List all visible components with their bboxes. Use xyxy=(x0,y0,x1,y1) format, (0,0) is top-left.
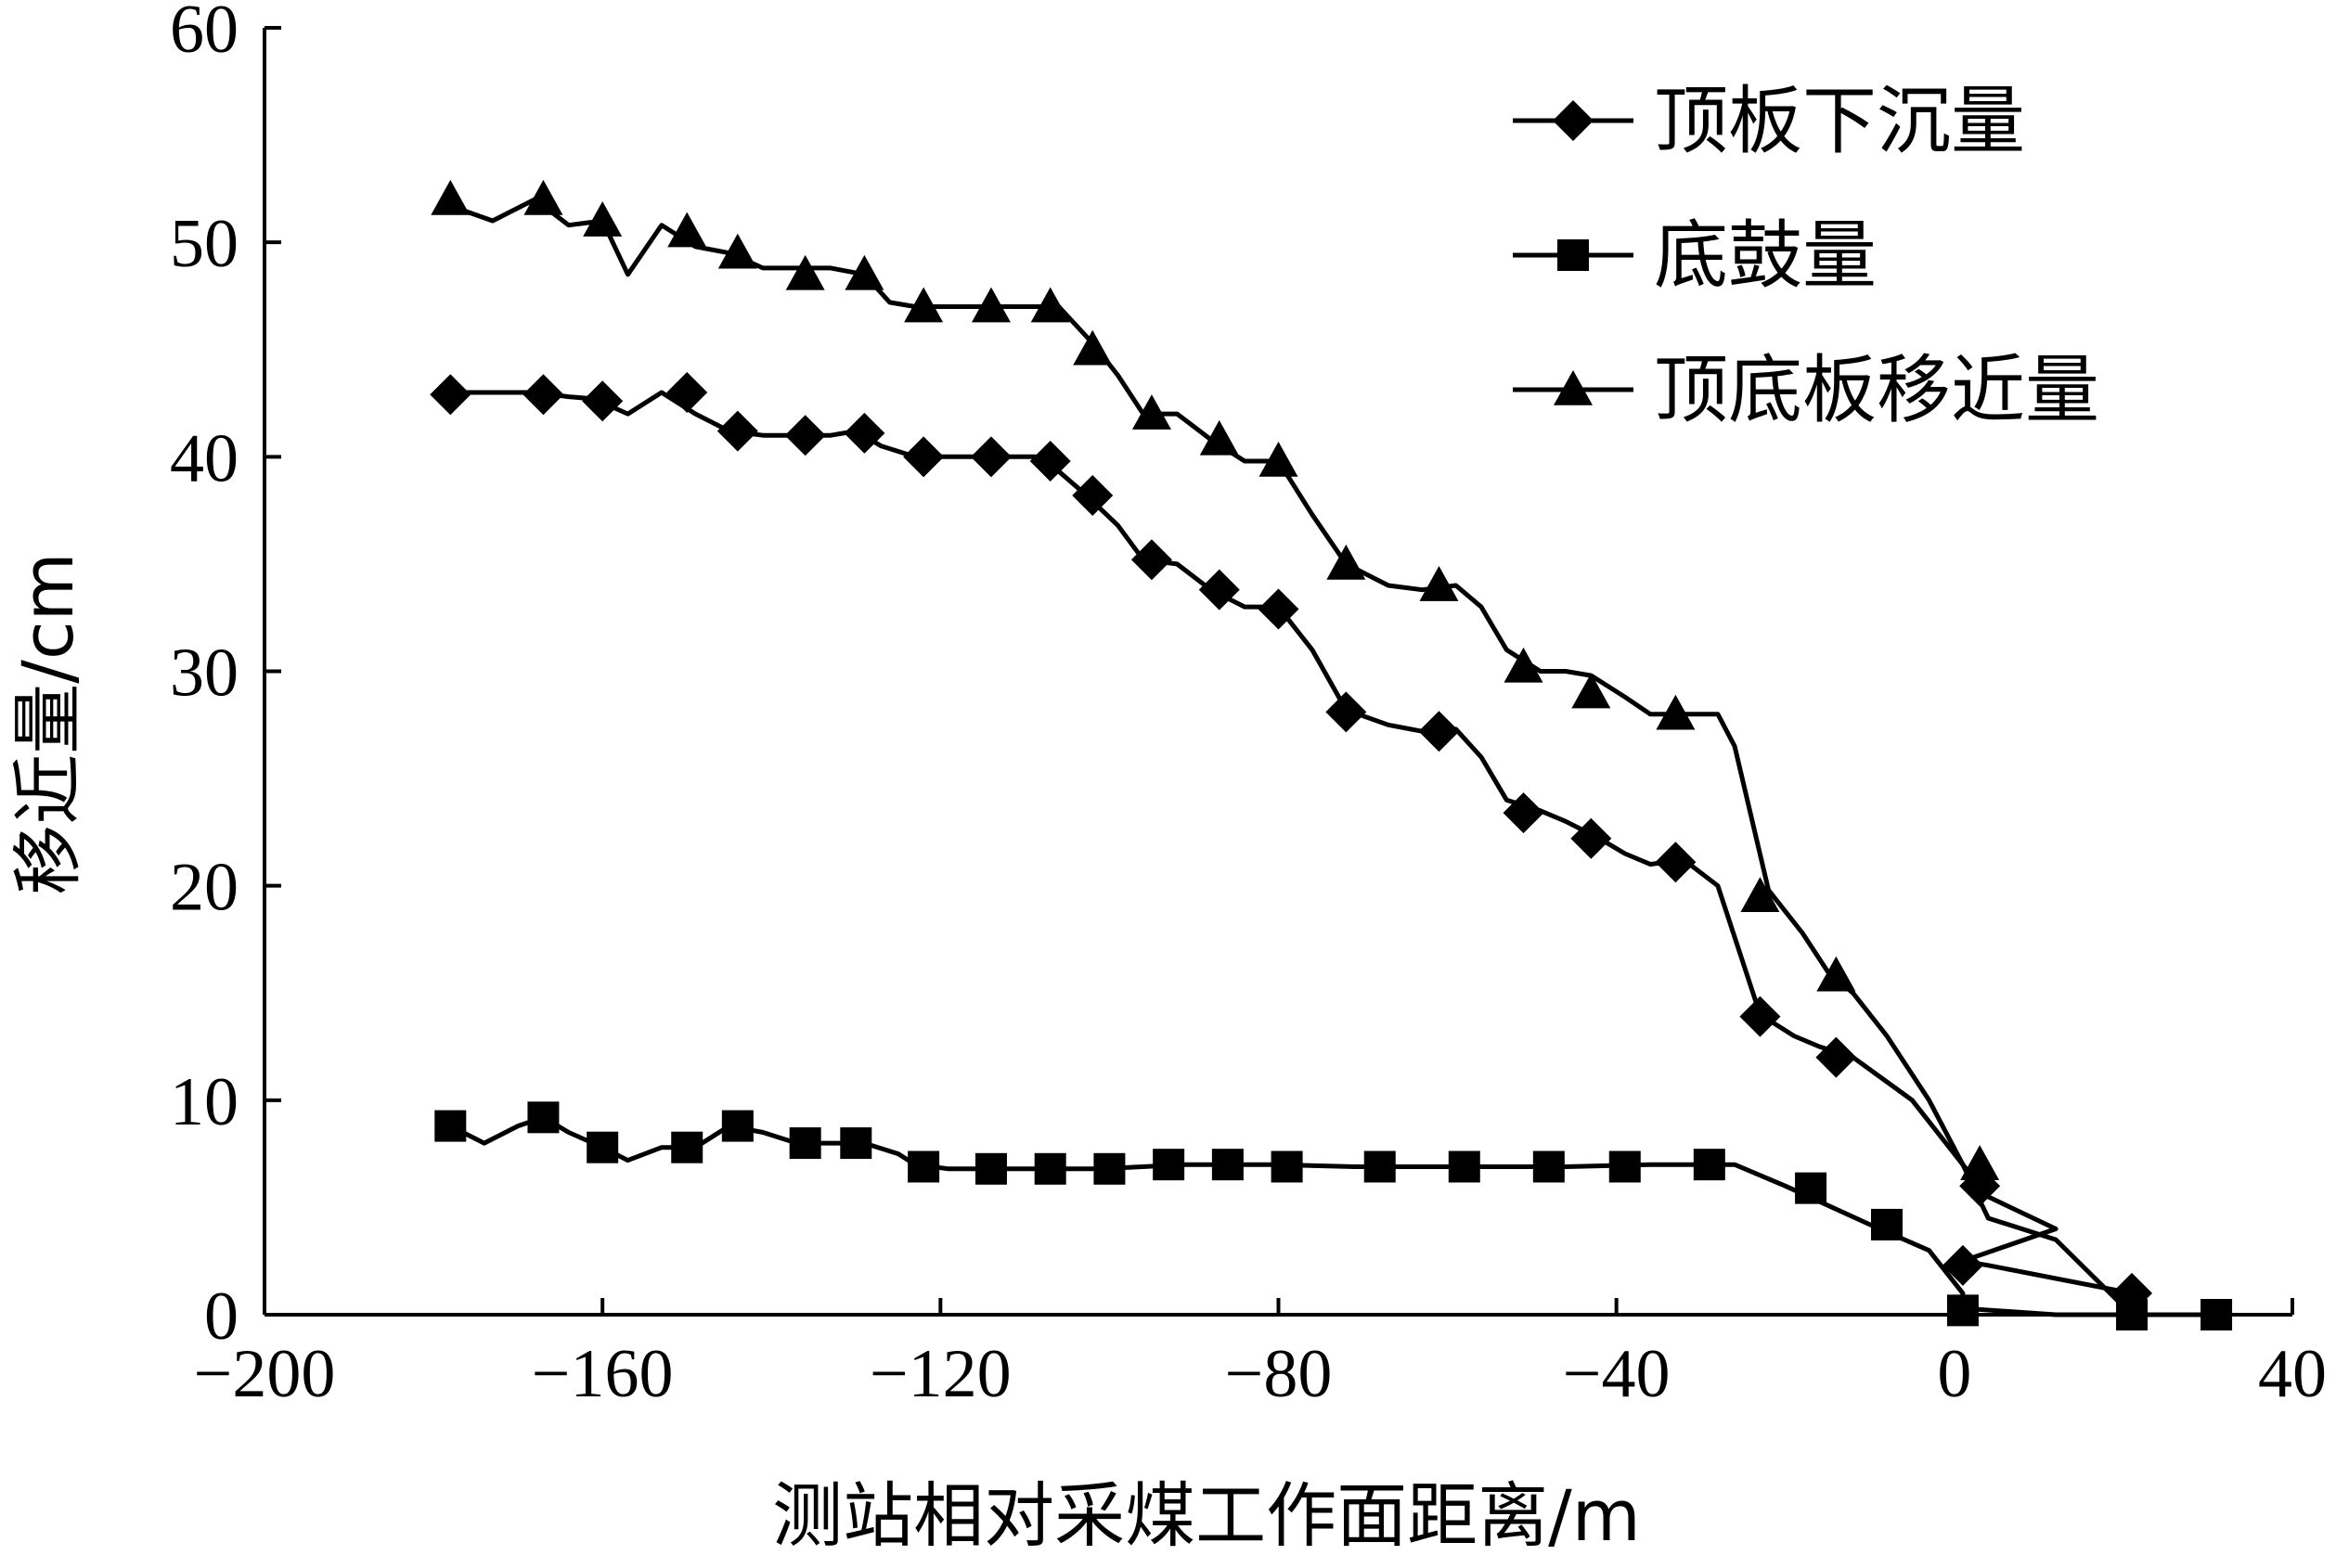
data-point xyxy=(671,1131,703,1163)
data-point xyxy=(434,1110,467,1142)
data-point xyxy=(1130,539,1172,581)
legend-marker xyxy=(1553,100,1594,141)
data-point xyxy=(666,371,708,413)
x-tick-label: −160 xyxy=(532,1336,674,1412)
data-point xyxy=(717,233,757,269)
data-point xyxy=(587,1131,619,1163)
data-point xyxy=(1816,956,1856,992)
data-point xyxy=(1504,647,1543,683)
data-point xyxy=(908,1150,940,1183)
legend-entry: 顶底板移近量 xyxy=(1513,347,2099,433)
data-point xyxy=(1608,1150,1641,1183)
data-point xyxy=(971,287,1011,323)
series-group xyxy=(430,179,2233,1330)
data-point xyxy=(1570,817,1612,859)
data-point xyxy=(523,374,564,416)
data-point xyxy=(431,179,471,215)
data-point xyxy=(1419,566,1459,601)
data-point xyxy=(904,287,944,323)
data-point xyxy=(1871,1208,1903,1240)
y-tick-label: 30 xyxy=(170,636,239,712)
data-point xyxy=(1693,1149,1725,1181)
data-point xyxy=(1418,711,1460,752)
data-point xyxy=(1211,1149,1244,1181)
data-point xyxy=(1072,474,1114,516)
y-tick-label: 10 xyxy=(170,1064,239,1140)
legend-label: 底鼓量 xyxy=(1654,212,1877,299)
data-point xyxy=(1942,1244,1983,1286)
data-point xyxy=(970,436,1012,478)
data-point xyxy=(789,1127,821,1160)
data-point xyxy=(1571,673,1611,709)
y-tick-label: 0 xyxy=(204,1279,239,1355)
data-point xyxy=(1656,694,1696,730)
data-point xyxy=(583,201,623,237)
y-tick-label: 50 xyxy=(170,206,239,282)
data-point xyxy=(1199,419,1239,456)
data-point xyxy=(1326,544,1366,580)
data-point xyxy=(1363,1150,1396,1183)
data-point xyxy=(1198,569,1240,610)
data-point xyxy=(844,412,885,454)
data-point xyxy=(523,179,563,215)
data-point xyxy=(721,1110,754,1142)
data-point xyxy=(1034,1152,1066,1185)
series-3 xyxy=(431,179,2217,1317)
series-1 xyxy=(430,371,2153,1314)
data-point xyxy=(1946,1294,1979,1327)
data-point xyxy=(667,212,707,248)
x-tick-label: −120 xyxy=(870,1336,1012,1412)
data-point xyxy=(1532,1150,1565,1183)
data-point xyxy=(1795,1172,1827,1204)
data-point xyxy=(1258,588,1299,630)
legend-entry: 底鼓量 xyxy=(1513,212,1877,299)
data-point xyxy=(1655,842,1697,883)
x-tick-label: −200 xyxy=(194,1336,336,1412)
axes: −200 −160 −120 −80 −40 0 40 0 10 20 30 40 50 60 xyxy=(170,0,2327,1412)
data-point xyxy=(1815,1036,1857,1078)
x-tick-label: 0 xyxy=(1937,1336,1971,1412)
data-point xyxy=(1739,996,1781,1037)
data-point xyxy=(840,1127,872,1160)
data-point xyxy=(716,410,758,452)
data-point xyxy=(845,254,884,290)
x-tick-label: 40 xyxy=(2258,1336,2327,1412)
data-point xyxy=(785,254,825,290)
data-point xyxy=(1093,1152,1126,1185)
data-point xyxy=(1029,440,1071,482)
data-point xyxy=(527,1101,560,1134)
legend-marker xyxy=(1554,370,1593,405)
legend-entry: 顶板下沉量 xyxy=(1513,78,2025,164)
y-tick-label: 60 xyxy=(170,0,239,68)
data-point xyxy=(1258,441,1298,477)
legend-label: 顶板下沉量 xyxy=(1654,78,2025,164)
legend-label: 顶底板移近量 xyxy=(1654,347,2099,433)
data-point xyxy=(974,1152,1007,1185)
x-axis-label: 测站相对采煤工作面距离/m xyxy=(772,1474,1641,1557)
data-point xyxy=(1448,1150,1480,1183)
data-point xyxy=(1271,1150,1303,1183)
data-point xyxy=(1131,394,1171,430)
data-point xyxy=(1740,877,1780,913)
data-point xyxy=(1325,691,1367,733)
data-point xyxy=(430,374,471,416)
x-tick-label: −80 xyxy=(1225,1336,1333,1412)
data-point xyxy=(1960,1145,2000,1180)
series-2 xyxy=(434,1101,2233,1330)
data-point xyxy=(1503,792,1544,834)
y-tick-label: 20 xyxy=(170,850,239,926)
legend-marker xyxy=(1557,239,1589,271)
x-tick-label: −40 xyxy=(1563,1336,1671,1412)
data-point xyxy=(582,380,624,422)
data-point xyxy=(1030,287,1070,323)
y-tick-label: 40 xyxy=(170,420,239,496)
data-point xyxy=(1153,1149,1185,1181)
y-axis-label: 移近量/cm xyxy=(6,552,89,894)
data-point xyxy=(784,415,826,456)
data-point xyxy=(1073,329,1113,366)
data-point xyxy=(903,436,945,478)
